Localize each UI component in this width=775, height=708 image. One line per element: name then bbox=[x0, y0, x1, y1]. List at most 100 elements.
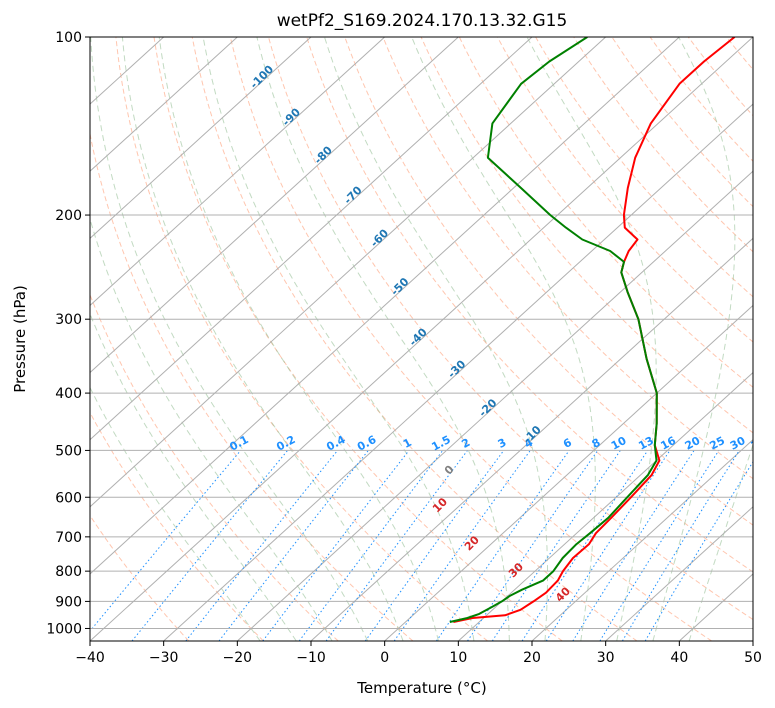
moist-adiabat-label: 10 bbox=[430, 495, 450, 515]
isotherm-line bbox=[90, 37, 386, 307]
x-tick-label: 50 bbox=[744, 650, 762, 666]
dry-adiabat bbox=[115, 37, 488, 641]
x-tick-label: 20 bbox=[523, 650, 541, 666]
isotherm-label: -60 bbox=[368, 226, 391, 249]
moist-adiabat bbox=[158, 37, 439, 641]
mixing-ratio-line bbox=[364, 450, 505, 641]
mixing-ratio-line bbox=[599, 450, 720, 641]
mixing-ratio-line bbox=[621, 450, 740, 641]
mixing-ratio-line bbox=[393, 450, 531, 641]
moist-adiabat-label: 0 bbox=[442, 463, 457, 478]
isotherm-line bbox=[531, 438, 753, 641]
x-tick-label: 30 bbox=[597, 650, 615, 666]
dry-adiabat bbox=[268, 37, 753, 621]
isotherm-line bbox=[163, 103, 753, 641]
mixing-ratio-label: 25 bbox=[707, 434, 727, 453]
moist-adiabat bbox=[526, 37, 657, 641]
mixing-ratio-label: 3 bbox=[496, 436, 509, 451]
isotherm-line bbox=[90, 37, 459, 374]
moist-adiabat bbox=[90, 312, 297, 641]
moist-adiabat-label: 30 bbox=[506, 560, 526, 580]
y-axis-label: Pressure (hPa) bbox=[11, 285, 29, 393]
y-tick-label: 900 bbox=[55, 594, 82, 610]
mixing-ratio-line bbox=[572, 450, 695, 641]
isotherm-label: -100 bbox=[248, 62, 277, 91]
temperature-line bbox=[453, 37, 736, 623]
y-axis: 100 200 300 400 500 600 700 800 900 1000 bbox=[46, 30, 90, 637]
isotherm-label: -40 bbox=[407, 325, 430, 348]
moist-adiabat bbox=[411, 37, 596, 641]
dry-adiabat bbox=[420, 37, 753, 434]
mixing-ratio-label: 16 bbox=[658, 434, 678, 453]
isotherm-line bbox=[90, 37, 238, 172]
y-tick-label: 1000 bbox=[46, 621, 82, 637]
dry-adiabat bbox=[191, 37, 638, 641]
mixing-ratio-line bbox=[325, 450, 468, 641]
isotherm-label: -20 bbox=[476, 396, 499, 419]
dry-adiabat bbox=[649, 37, 753, 162]
mixing-ratio-line bbox=[90, 450, 242, 632]
mixing-ratio-line bbox=[521, 450, 649, 641]
mixing-ratio-line bbox=[131, 450, 288, 641]
x-tick-label: −30 bbox=[149, 650, 179, 666]
line-labels: 0.1 0.2 0.4 0.6 1 1.5 2 3 4 6 8 10 13 16 20 25 30 36-100-… bbox=[227, 62, 769, 604]
mixing-ratio-line bbox=[298, 450, 444, 641]
dry-adiabat bbox=[153, 37, 563, 641]
y-tick-label: 500 bbox=[55, 443, 82, 459]
moist-adiabat bbox=[90, 386, 261, 641]
isotherm-line bbox=[90, 37, 312, 240]
mixing-ratio-label: 30 bbox=[728, 434, 748, 453]
mixing-ratio-label: 8 bbox=[590, 436, 603, 451]
y-tick-label: 700 bbox=[55, 530, 82, 546]
dry-adiabat bbox=[90, 411, 264, 641]
y-tick-label: 600 bbox=[55, 490, 82, 506]
dry-adiabat bbox=[687, 37, 753, 117]
plot-frame bbox=[89, 36, 754, 642]
x-tick-label: 10 bbox=[449, 650, 467, 666]
chart-title: wetPf2_S169.2024.170.13.32.G15 bbox=[277, 11, 568, 31]
mixing-ratio-line bbox=[185, 450, 338, 641]
mixing-ratio-label: 13 bbox=[636, 434, 656, 453]
moist-adiabat bbox=[90, 217, 333, 641]
y-tick-label: 400 bbox=[55, 386, 82, 402]
background-grid bbox=[90, 37, 753, 641]
moist-adiabat bbox=[121, 37, 404, 641]
x-axis-label: Temperature (°C) bbox=[356, 679, 486, 697]
mixing-ratio-line bbox=[435, 450, 570, 641]
isotherm-line bbox=[752, 640, 753, 641]
mixing-ratio-label: 10 bbox=[609, 434, 629, 453]
x-tick-label: 40 bbox=[670, 650, 688, 666]
moist-adiabat bbox=[652, 37, 736, 641]
y-tick-label: 300 bbox=[55, 312, 82, 328]
isotherm-line bbox=[90, 37, 607, 508]
y-tick-label: 200 bbox=[55, 208, 82, 224]
mixing-ratio-line bbox=[491, 450, 621, 641]
x-tick-label: −10 bbox=[296, 650, 326, 666]
moist-adiabat bbox=[256, 37, 510, 641]
y-tick-label: 800 bbox=[55, 564, 82, 580]
dry-adiabat bbox=[611, 37, 753, 208]
dewpoint-line bbox=[449, 37, 658, 623]
dry-adiabat bbox=[90, 131, 414, 641]
isotherm-label: -80 bbox=[312, 143, 335, 166]
isotherm-label: -90 bbox=[280, 105, 303, 128]
mixing-ratio-line bbox=[545, 450, 671, 641]
x-axis: −40 −30 −20 −10 0 10 20 30 40 50 bbox=[75, 641, 762, 666]
isotherm-line bbox=[384, 304, 753, 641]
isotherm-label: -50 bbox=[388, 275, 411, 298]
mixing-ratio-line bbox=[467, 450, 599, 641]
x-tick-label: 0 bbox=[380, 650, 389, 666]
mixing-ratio-label: 6 bbox=[561, 436, 574, 451]
dry-adiabat bbox=[726, 37, 753, 71]
mixing-ratio-label: 36 bbox=[749, 434, 769, 453]
isotherm-line bbox=[90, 37, 680, 575]
dry-adiabat bbox=[535, 37, 753, 298]
dry-adiabat bbox=[496, 37, 753, 343]
isotherm-label: -30 bbox=[445, 357, 468, 380]
y-tick-label: 100 bbox=[55, 30, 82, 46]
mixing-ratio-line bbox=[218, 450, 369, 641]
moist-adiabat bbox=[90, 37, 369, 641]
moist-adiabat bbox=[202, 37, 475, 641]
moist-adiabat bbox=[324, 37, 548, 641]
